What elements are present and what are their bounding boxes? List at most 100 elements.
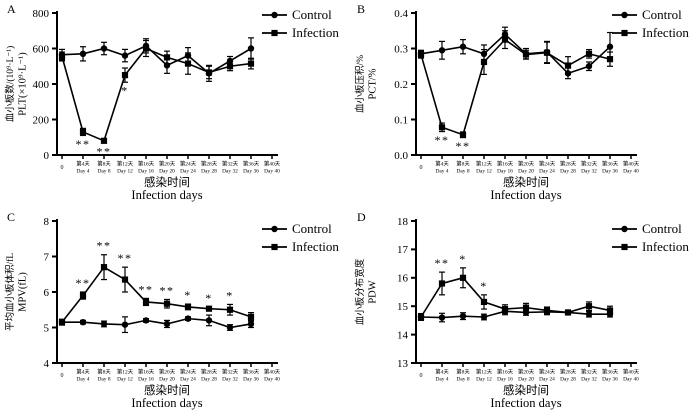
x-tick-label-cn: 第20天: [518, 160, 535, 168]
data-point: [142, 297, 150, 307]
circle-marker: [184, 315, 192, 322]
data-point: [459, 267, 467, 289]
x-tick-label-cn: 第20天: [159, 368, 176, 376]
square-marker: [205, 69, 213, 76]
legend-item-infection: Infection: [612, 25, 689, 40]
x-tick-label-cn: 第4天: [76, 160, 90, 168]
square-marker: [522, 51, 530, 58]
x-tick-label-cn: 第8天: [97, 368, 111, 376]
data-point: [585, 301, 593, 312]
data-point: [100, 254, 108, 281]
data-point: [480, 294, 488, 310]
x-tick-label-cn: 第32天: [581, 160, 598, 168]
data-point: [564, 56, 572, 76]
data-point: [522, 49, 530, 60]
x-tick-label-en: Day 32: [581, 169, 597, 175]
significance-label: **: [118, 251, 133, 265]
square-marker: [501, 36, 509, 43]
y-axis-title-cn: 平均血小板体积/fL: [4, 253, 16, 331]
circle-marker: [142, 317, 150, 324]
square-marker: [163, 300, 171, 307]
y-tick-label: 0.0: [394, 150, 408, 162]
square-marker: [459, 274, 467, 281]
circle-marker: [226, 324, 234, 331]
data-point: [100, 41, 108, 56]
data-point: [585, 48, 593, 59]
x-tick-label-zero: 0: [420, 373, 423, 379]
x-tick-label-en: Day 8: [456, 377, 469, 383]
y-tick-label: 16: [397, 273, 409, 285]
x-tick-label-cn: 第24天: [539, 368, 556, 376]
circle-marker: [79, 318, 87, 326]
square-marker: [606, 307, 614, 314]
data-point: [184, 52, 192, 75]
legend-item-infection: Infection: [612, 239, 689, 254]
data-point: [247, 37, 255, 60]
data-point: [564, 309, 572, 316]
y-tick-label: 15: [397, 301, 409, 313]
x-tick-label-cn: 第40天: [623, 368, 640, 376]
y-tick-label: 0: [44, 150, 50, 162]
series-line: [420, 38, 611, 136]
square-marker: [417, 51, 425, 58]
legend-label: Infection: [292, 25, 339, 40]
x-tick-label-en: Day 28: [201, 169, 217, 175]
x-tick-label-en: Day 36: [602, 169, 618, 175]
data-point: [121, 266, 129, 293]
significance-label: **: [435, 256, 450, 270]
axes: [56, 11, 278, 156]
x-tick-label-cn: 第20天: [159, 160, 176, 168]
y-tick-label: 17: [397, 244, 409, 256]
square-marker: [480, 298, 488, 306]
square-marker: [184, 303, 192, 311]
circle-marker: [271, 11, 278, 19]
series-infection: [417, 267, 614, 322]
y-tick-label: 600: [33, 43, 50, 55]
data-point: [142, 39, 150, 58]
data-point: [585, 61, 593, 72]
y-axis-ticks: 0 200 400 600 800: [33, 8, 57, 162]
legend-item-infection: Infection: [262, 239, 339, 254]
panel-letter: D: [357, 210, 366, 224]
series-line: [61, 47, 252, 142]
square-marker: [100, 264, 108, 271]
x-tick-label-cn: 第28天: [560, 368, 577, 376]
y-tick-label: 13: [397, 358, 409, 370]
x-tick-label-cn: 第40天: [264, 368, 281, 376]
x-tick-label-cn: 第16天: [497, 368, 514, 376]
x-tick-label-cn: 第36天: [602, 160, 619, 168]
circle-marker: [585, 63, 593, 70]
x-tick-label-cn: 第12天: [117, 160, 134, 168]
data-point: [79, 291, 87, 300]
x-axis-title-cn: 感染时间: [144, 383, 190, 397]
x-tick-label-en: Day 32: [222, 377, 238, 383]
x-tick-label-en: Day 4: [76, 377, 89, 383]
y-axis-title-cn: 血小板分布宽度: [354, 258, 366, 325]
significance-label: **: [160, 283, 175, 297]
square-marker: [621, 243, 628, 251]
series-infection: [58, 254, 255, 326]
x-axis-title-cn: 感染时间: [503, 383, 549, 397]
circle-marker: [606, 43, 614, 50]
legend-label: Control: [642, 221, 682, 236]
x-tick-label-en: Day 20: [518, 169, 534, 175]
data-point: [438, 40, 446, 60]
square-marker: [121, 276, 129, 283]
x-tick-label-en: Day 4: [435, 377, 448, 383]
x-tick-label-en: Day 4: [76, 169, 89, 175]
significance-label: *: [205, 291, 213, 305]
x-tick-label-en: Day 36: [243, 169, 259, 175]
y-tick-label: 8: [44, 216, 50, 228]
x-axis-title-cn: 感染时间: [503, 175, 549, 189]
x-tick-label-cn: 第4天: [435, 160, 449, 168]
x-tick-label-en: Day 40: [264, 377, 280, 383]
y-tick-label: 7: [44, 251, 50, 263]
square-marker: [184, 60, 192, 67]
significance-label: *: [480, 279, 488, 293]
significance-label: **: [97, 144, 112, 158]
circle-marker: [271, 225, 278, 233]
circle-marker: [163, 320, 171, 328]
